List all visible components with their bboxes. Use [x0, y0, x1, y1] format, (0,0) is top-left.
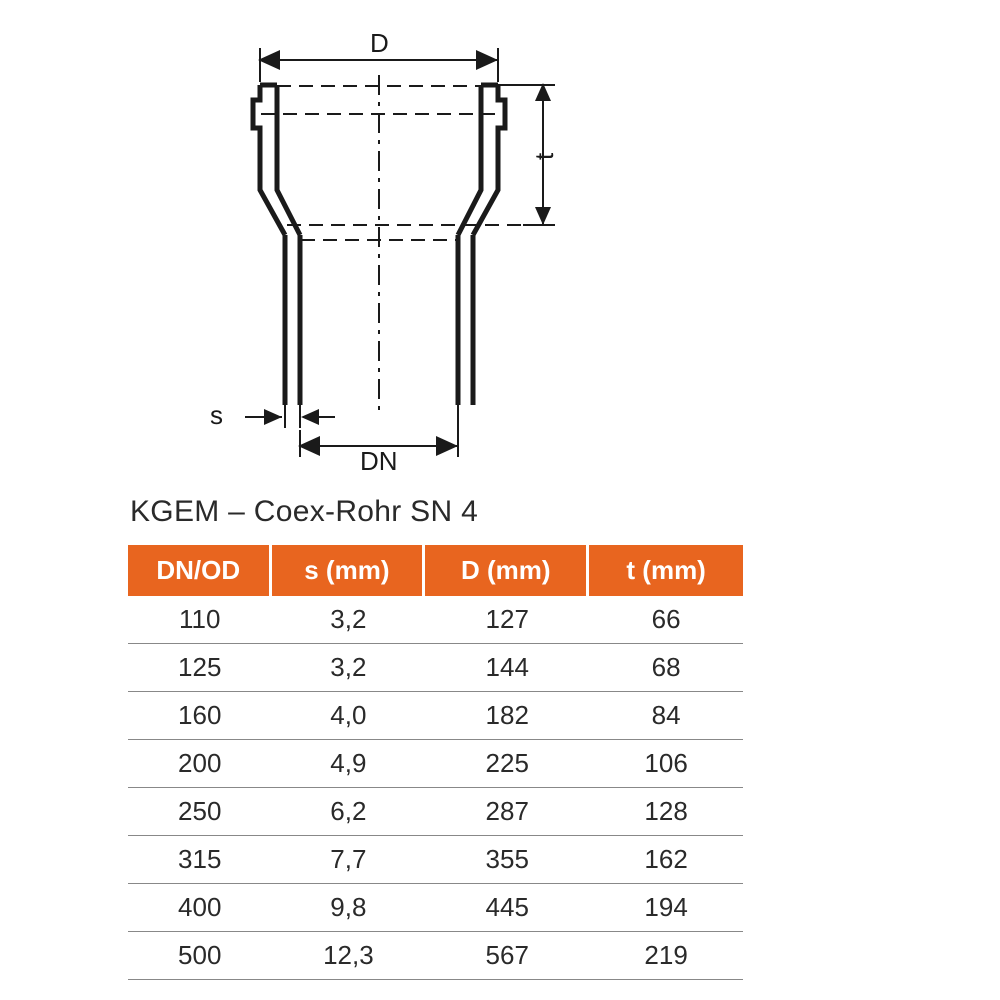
table-cell: 400	[128, 884, 272, 932]
table-cell: 144	[425, 644, 589, 692]
dimensions-table: DN/OD s (mm) D (mm) t (mm) 1103,21276612…	[128, 545, 743, 980]
table-cell: 12,3	[272, 932, 426, 980]
table-cell: 287	[425, 788, 589, 836]
table-cell: 162	[589, 836, 743, 884]
table-cell: 68	[589, 644, 743, 692]
col-header: D (mm)	[425, 545, 589, 596]
table-row: 2004,9225106	[128, 740, 743, 788]
table-cell: 84	[589, 692, 743, 740]
table-cell: 355	[425, 836, 589, 884]
table-cell: 128	[589, 788, 743, 836]
table-cell: 315	[128, 836, 272, 884]
table-row: 3157,7355162	[128, 836, 743, 884]
table-title: KGEM – Coex-Rohr SN 4	[130, 495, 478, 529]
col-header: DN/OD	[128, 545, 272, 596]
label-d: D	[370, 28, 389, 58]
table-cell: 3,2	[272, 596, 426, 644]
table-cell: 3,2	[272, 644, 426, 692]
label-s: s	[210, 400, 223, 430]
table-cell: 250	[128, 788, 272, 836]
table-row: 1103,212766	[128, 596, 743, 644]
table-cell: 9,8	[272, 884, 426, 932]
table-cell: 200	[128, 740, 272, 788]
table-row: 2506,2287128	[128, 788, 743, 836]
table-row: 4009,8445194	[128, 884, 743, 932]
table-cell: 160	[128, 692, 272, 740]
table-header-row: DN/OD s (mm) D (mm) t (mm)	[128, 545, 743, 596]
table-row: 1604,018284	[128, 692, 743, 740]
col-header: t (mm)	[589, 545, 743, 596]
table-cell: 4,0	[272, 692, 426, 740]
col-header: s (mm)	[272, 545, 426, 596]
table-cell: 66	[589, 596, 743, 644]
table-cell: 182	[425, 692, 589, 740]
table-cell: 500	[128, 932, 272, 980]
table-cell: 6,2	[272, 788, 426, 836]
table-row: 1253,214468	[128, 644, 743, 692]
table-cell: 106	[589, 740, 743, 788]
table-cell: 445	[425, 884, 589, 932]
table-cell: 125	[128, 644, 272, 692]
label-dn: DN	[360, 446, 398, 470]
pipe-diagram: D t	[175, 20, 665, 470]
table-cell: 567	[425, 932, 589, 980]
label-t: t	[529, 152, 559, 160]
table-cell: 7,7	[272, 836, 426, 884]
table-cell: 4,9	[272, 740, 426, 788]
table-cell: 225	[425, 740, 589, 788]
table-row: 50012,3567219	[128, 932, 743, 980]
table-cell: 219	[589, 932, 743, 980]
table-cell: 194	[589, 884, 743, 932]
table-cell: 110	[128, 596, 272, 644]
table-cell: 127	[425, 596, 589, 644]
